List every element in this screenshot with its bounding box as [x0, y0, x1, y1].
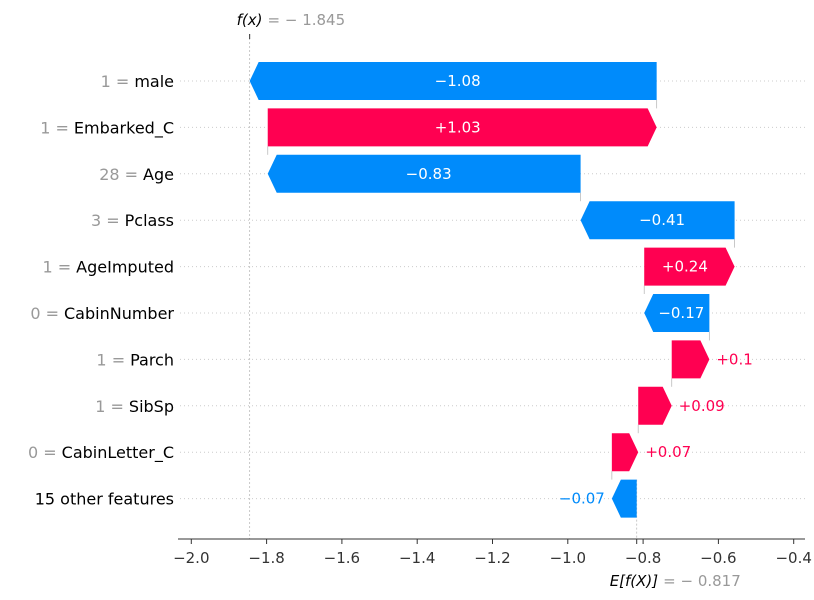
feature-label: 0 = CabinNumber — [30, 304, 174, 323]
ex-label: E[f(X)] = − 0.817 — [610, 572, 741, 590]
feature-label: 15 other features — [35, 490, 174, 509]
feature-name: CabinNumber — [64, 304, 174, 323]
feature-label: 1 = AgeImputed — [43, 258, 175, 277]
negative-bar — [644, 294, 710, 332]
feature-name: 15 other features — [35, 490, 174, 509]
negative-bar — [249, 62, 657, 100]
feature-label: 1 = SibSp — [95, 397, 174, 416]
ex-symbol: E[f(X)] — [610, 572, 659, 590]
feature-name: Embarked_C — [74, 118, 174, 138]
bar-value-label: +1.03 — [435, 118, 481, 136]
x-tick-label: −0.8 — [625, 549, 661, 567]
feature-name: SibSp — [129, 397, 174, 416]
x-tick-label: −0.4 — [775, 549, 811, 567]
feature-label: 0 = CabinLetter_C — [28, 443, 174, 463]
fx-value: = − 1.845 — [268, 11, 346, 29]
x-tick-label: −0.6 — [700, 549, 736, 567]
x-tick-label: −1.6 — [324, 549, 360, 567]
fx-annotation: f(x) = − 1.845 — [237, 11, 346, 39]
bar-value-label: +0.07 — [645, 443, 691, 461]
feature-name: Parch — [130, 350, 174, 369]
x-axis: −2.0 −1.8 −1.6 −1.4 −1.2 −1.0 −0.8 −0.6 −0.4 — [173, 538, 812, 567]
negative-bar — [580, 201, 735, 240]
feature-label: 3 = Pclass — [91, 211, 174, 230]
bar-value-label: +0.24 — [662, 258, 708, 276]
ex-value: = − 0.817 — [663, 572, 741, 590]
feature-value: 1 = — [96, 350, 125, 369]
feature-value: 1 = — [101, 72, 130, 91]
feature-value: 1 = — [43, 258, 72, 277]
feature-name: CabinLetter_C — [62, 443, 174, 463]
bar-value-label: −0.83 — [406, 165, 452, 183]
feature-name: Age — [143, 165, 174, 184]
x-tick-label: −1.2 — [474, 549, 510, 567]
x-tick-label: −1.4 — [399, 549, 435, 567]
expected-value-annotation: E[f(X)] = − 0.817 — [610, 539, 741, 590]
feature-value: 28 = — [99, 165, 138, 184]
feature-value: 0 = — [28, 443, 57, 462]
positive-bar — [611, 433, 639, 472]
feature-value: 3 = — [91, 211, 120, 230]
feature-label: 1 = Embarked_C — [40, 118, 174, 138]
bar-value-label: +0.09 — [679, 397, 725, 415]
feature-label: 1 = male — [101, 72, 174, 91]
feature-label: 28 = Age — [99, 165, 174, 184]
feature-value: 0 = — [30, 304, 59, 323]
x-tick-label: −1.0 — [550, 549, 586, 567]
feature-name: AgeImputed — [76, 258, 174, 277]
bar-value-label: −1.08 — [435, 72, 481, 90]
x-tick-label: −1.8 — [248, 549, 284, 567]
feature-value: 1 = — [95, 397, 124, 416]
bar-value-label: −0.07 — [559, 490, 605, 508]
feature-value: 1 = — [40, 118, 69, 137]
bar-value-label: −0.17 — [658, 304, 704, 322]
negative-bar — [267, 154, 581, 193]
bar-value-label: −0.41 — [639, 211, 685, 229]
negative-bar — [611, 479, 637, 518]
positive-bar — [671, 340, 710, 379]
fx-symbol: f(x) — [237, 11, 263, 29]
feature-name: male — [134, 72, 174, 91]
fx-label: f(x) = − 1.845 — [237, 11, 346, 29]
positive-bar — [638, 386, 672, 425]
feature-name: Pclass — [125, 211, 174, 230]
bars-group: −1.08 +1.03 −0.83 −0.41 +0.24 −0.17 +0.1 +0.09 +… — [249, 62, 753, 518]
positive-bar — [267, 108, 657, 147]
bar-value-label: +0.1 — [716, 350, 752, 368]
x-tick-label: −2.0 — [173, 549, 209, 567]
positive-bar — [644, 247, 735, 286]
feature-label: 1 = Parch — [96, 350, 174, 369]
